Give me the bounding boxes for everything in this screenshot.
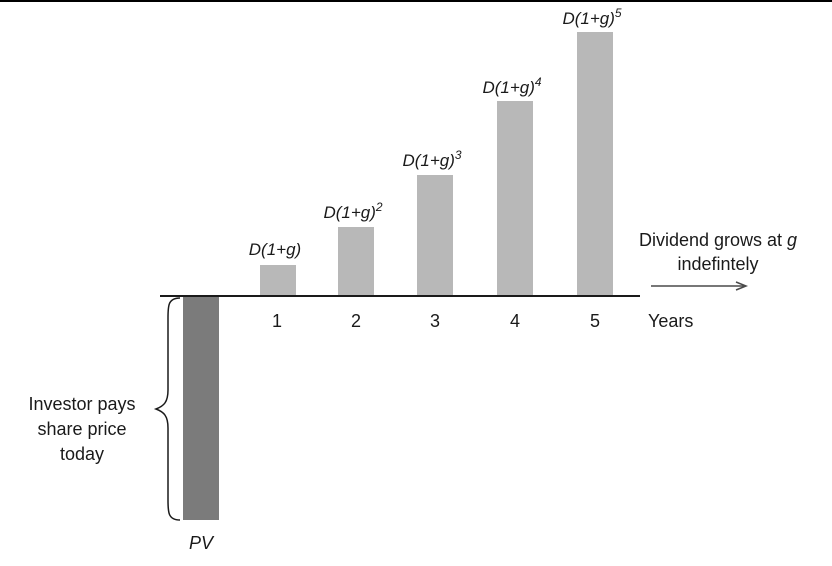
dividend-bar-year-1 — [260, 265, 296, 296]
dividend-bar-year-5 — [577, 32, 613, 296]
bar-label-year-3: D(1+g)3 — [402, 148, 461, 170]
year-label-5: 5 — [590, 311, 600, 331]
year-label-1: 1 — [272, 311, 282, 331]
bar-label-year-4: D(1+g)4 — [482, 75, 541, 97]
pv-label: PV — [189, 533, 215, 553]
year-label-2: 2 — [351, 311, 361, 331]
dividend-bars — [260, 32, 613, 296]
pv-bar — [183, 296, 219, 520]
year-label-3: 3 — [430, 311, 440, 331]
investor-note-line-1: Investor pays — [28, 394, 135, 414]
growth-arrow-icon — [651, 281, 749, 291]
dividend-bar-year-3 — [417, 175, 453, 296]
bar-labels: D(1+g) D(1+g)2 D(1+g)3 D(1+g)4 D(1+g)5 — [249, 6, 622, 259]
curly-brace-icon — [153, 297, 181, 521]
year-labels: 1 2 3 4 5 — [272, 311, 600, 331]
investor-note-line-2: share price — [37, 419, 126, 439]
dividend-bar-year-2 — [338, 227, 374, 296]
dividend-bar-year-4 — [497, 101, 533, 296]
year-label-4: 4 — [510, 311, 520, 331]
investor-note-line-3: today — [60, 444, 104, 464]
x-axis-label: Years — [648, 311, 693, 331]
growth-note-line-1: Dividend grows at g — [639, 230, 797, 250]
growth-note-line-2: indefintely — [677, 254, 758, 274]
bar-label-year-2: D(1+g)2 — [323, 200, 382, 222]
bar-label-year-5: D(1+g)5 — [562, 6, 621, 28]
bar-label-year-1: D(1+g) — [249, 240, 301, 259]
